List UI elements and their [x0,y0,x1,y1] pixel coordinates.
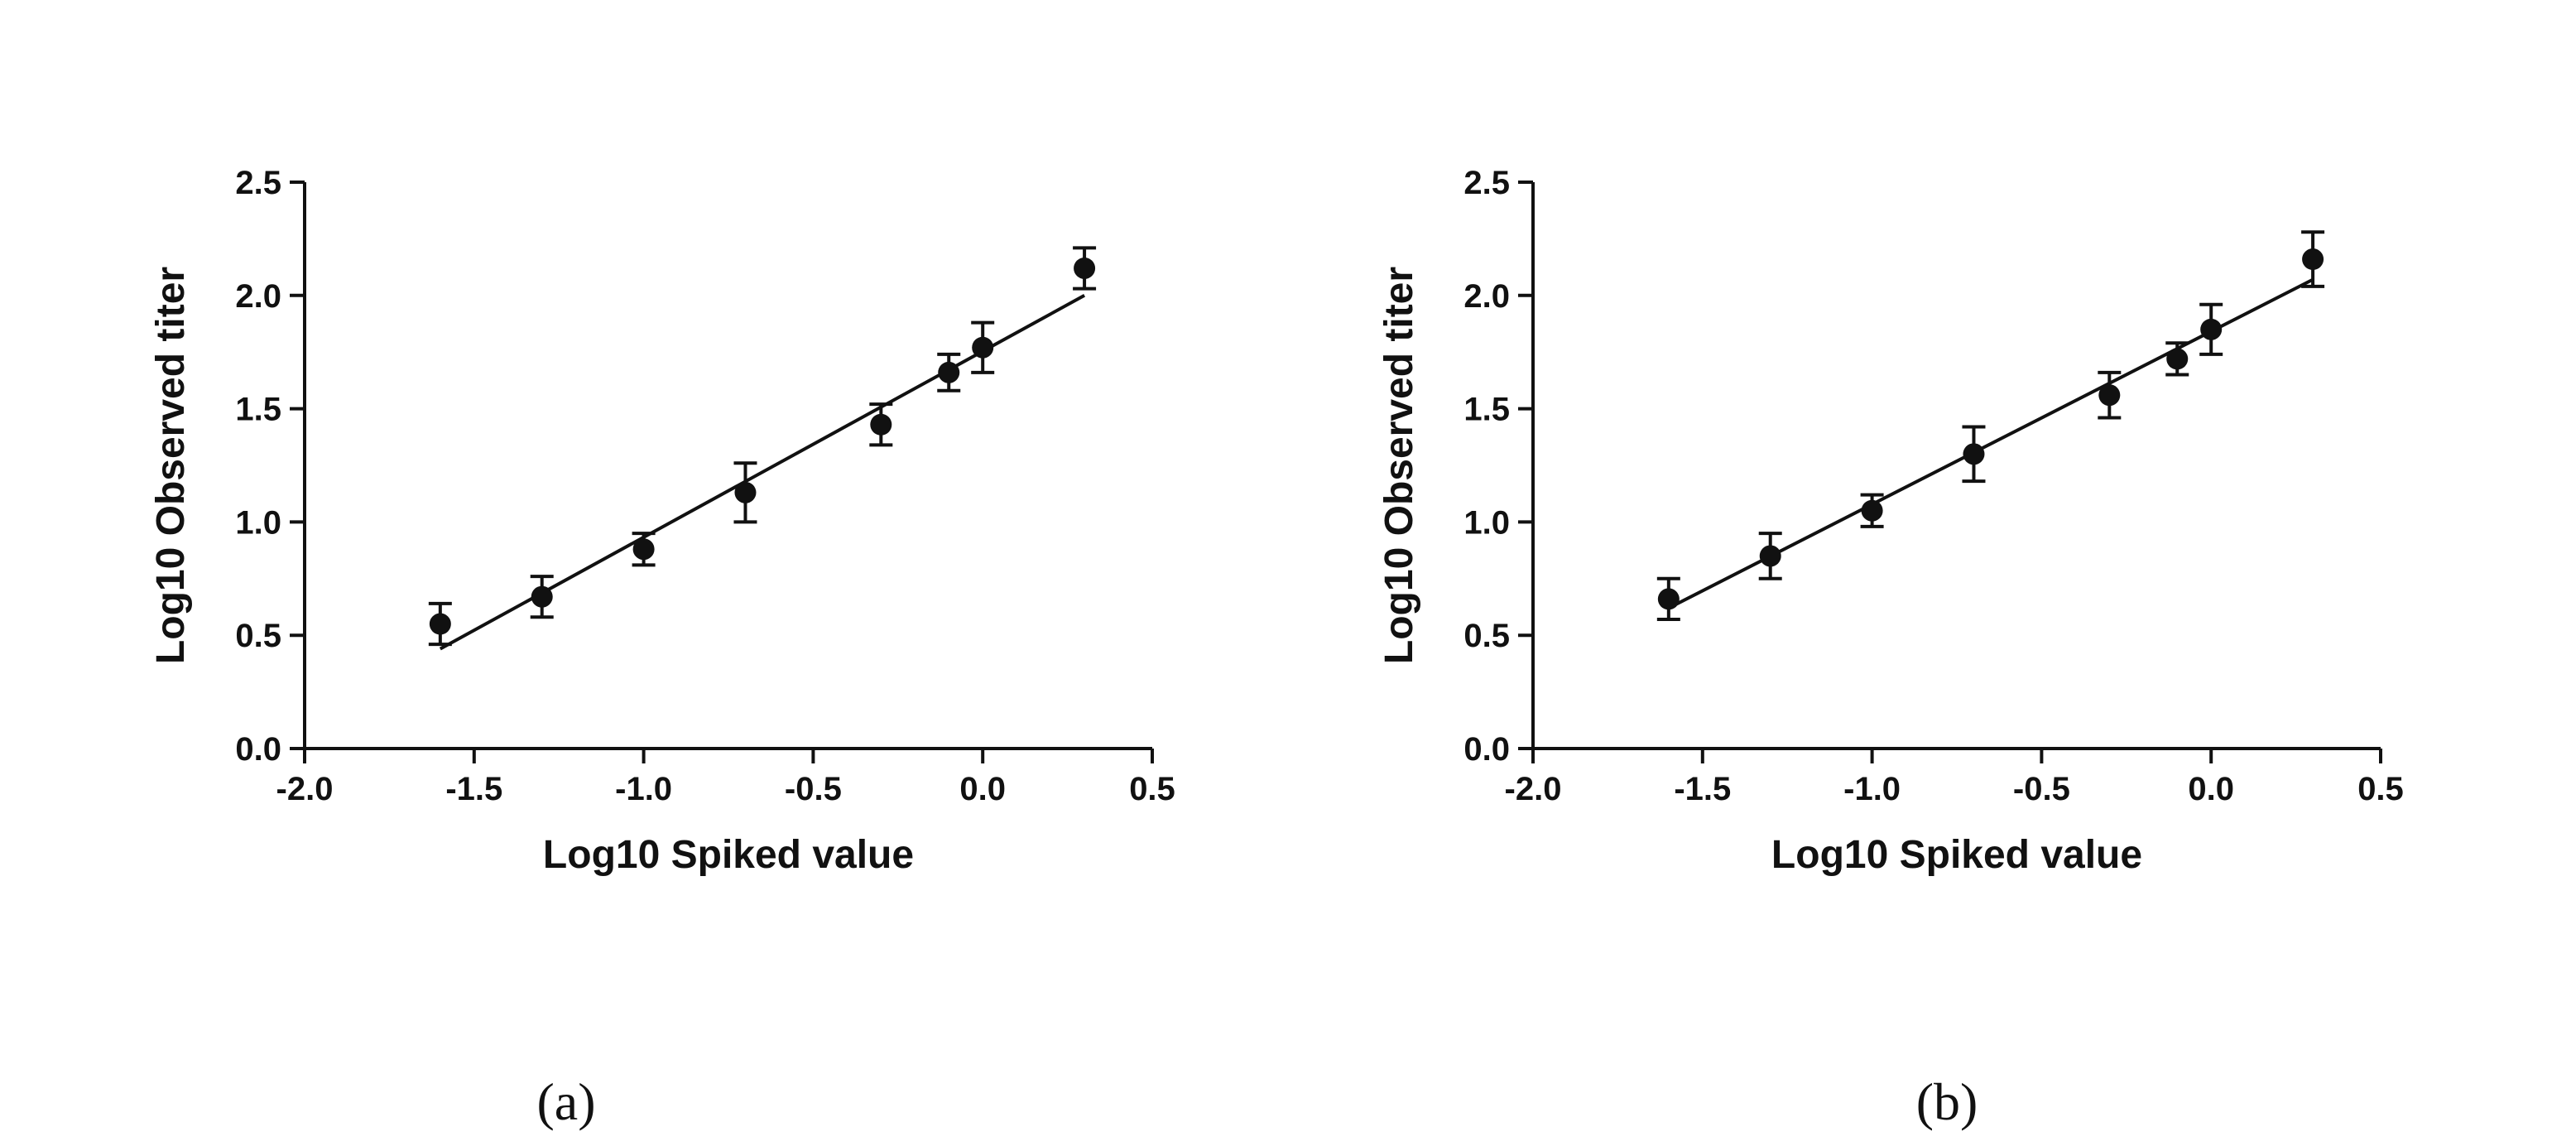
chart-a-data-point [734,481,757,503]
chart-a-x-tick-label: -2.0 [276,771,334,807]
chart-b-y-axis-label: Log10 Observed titer [1377,267,1421,664]
chart-b-y-tick-label: 1.0 [1463,504,1510,541]
chart-a-y-tick-label: 1.5 [235,392,281,428]
chart-b-data-point [2200,318,2223,340]
chart-b-x-tick-label: 0.0 [2188,771,2234,807]
chart-b-x-tick-label: -2.0 [1505,771,1562,807]
chart-a-panel-label: (a) [536,1072,595,1131]
chart-a-data-point [870,413,892,436]
chart-b-data-point [1657,588,1680,610]
chart-panel-b: -2.0 -1.5 -1.0 -0.5 0.0 0.5 0.0 0.5 1.0 1.5 2.0 2.5… [1377,165,2404,1131]
chart-b-y-tick-label: 0.0 [1463,731,1510,768]
chart-a-x-axis-label: Log10 Spiked value [543,833,914,877]
chart-b-data-point [2098,384,2121,407]
chart-a-y-tick-label: 0.0 [235,731,281,768]
chart-b-y-tick-label: 2.5 [1463,165,1510,201]
chart-a-x-tick-label: -1.5 [445,771,502,807]
chart-b-y-tick-label: 0.5 [1463,618,1510,654]
chart-b-y-tick-label: 2.0 [1463,278,1510,315]
chart-a-y-tick-label: 2.0 [235,278,281,315]
chart-a-x-tick-label: -1.0 [615,771,672,807]
chart-a-y-tick-label: 0.5 [235,618,281,654]
chart-a-data-point [1074,257,1096,279]
chart-b-x-tick-label: 0.5 [2357,771,2404,807]
chart-b-x-tick-label: -1.5 [1674,771,1731,807]
chart-b-data-point [2166,348,2189,370]
chart-b-data-point [1963,443,1985,465]
chart-a-x-tick-label: 0.0 [959,771,1006,807]
chart-a-data-point [632,538,655,561]
chart-b-x-axis-label: Log10 Spiked value [1771,833,2142,877]
chart-b-x-tick-label: -1.0 [1843,771,1901,807]
chart-b-data-point [2302,248,2324,271]
chart-a-data-point [938,361,960,383]
chart-b-x-tick-label: -0.5 [2013,771,2070,807]
chart-b-data-point [1759,545,1781,567]
chart-a-x-tick-label: 0.5 [1129,771,1175,807]
chart-a-data-point [531,585,553,608]
chart-a-y-axis-label: Log10 Observed titer [149,267,193,664]
chart-b-panel-label: (b) [1916,1072,1978,1131]
chart-panel-a: -2.0 -1.5 -1.0 -0.5 0.0 0.5 0.0 0.5 1.0 1.5 2.0 2.5… [149,165,1175,1131]
chart-b-y-tick-label: 1.5 [1463,392,1510,428]
chart-b-data-point [1861,499,1883,522]
chart-a-data-point [429,613,451,635]
chart-a-data-point [972,336,994,359]
chart-a-y-tick-label: 1.0 [235,504,281,541]
chart-a-y-tick-label: 2.5 [235,165,281,201]
chart-a-x-tick-label: -0.5 [785,771,842,807]
